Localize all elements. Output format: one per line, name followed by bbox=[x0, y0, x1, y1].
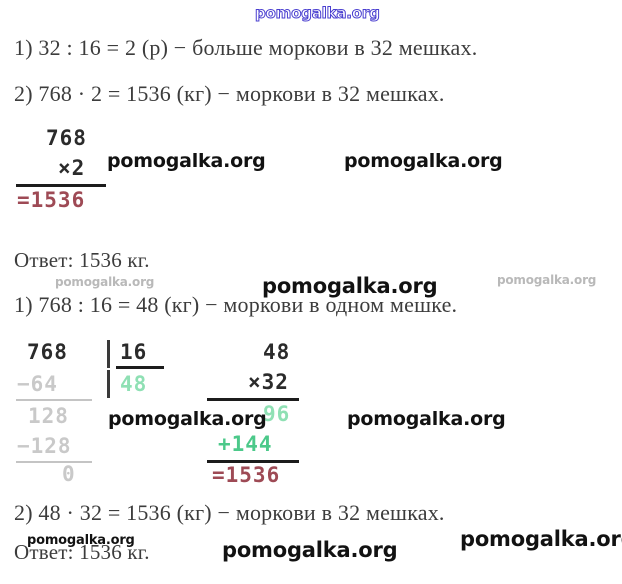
mult-b-rule-2 bbox=[207, 460, 299, 463]
solution-a-step1: 1) 32 : 16 = 2 (р) − больше моркови в 32… bbox=[14, 35, 478, 60]
mult-b-operand2: ×32 bbox=[248, 370, 289, 394]
div-divisor: 16 bbox=[120, 340, 148, 364]
div-dividend: 768 bbox=[27, 340, 68, 364]
mult-a-rule bbox=[16, 184, 106, 187]
watermark-11: pomogalka.org bbox=[460, 527, 622, 551]
watermark-3: pomogalka.org bbox=[344, 150, 503, 172]
div-sub1: −64 bbox=[17, 372, 58, 396]
solution-b-answer: Ответ: 1536 кг. bbox=[14, 540, 150, 564]
solution-a-answer: Ответ: 1536 кг. bbox=[14, 248, 150, 272]
watermark-7: pomogalka.org bbox=[108, 408, 267, 430]
watermark-4: pomogalka.org bbox=[55, 275, 155, 289]
watermark-5: pomogalka.org bbox=[262, 274, 438, 298]
div-divisor-rule bbox=[116, 366, 164, 369]
watermark-2: pomogalka.org bbox=[107, 150, 266, 172]
div-vertical-bar-top bbox=[107, 340, 110, 368]
mult-b-partial2: +144 bbox=[218, 432, 273, 456]
div-remainder: 0 bbox=[62, 462, 76, 486]
mult-b-partial1: 96 bbox=[263, 402, 291, 426]
watermark-10: pomogalka.org bbox=[222, 538, 398, 562]
div-vertical-bar-bottom bbox=[107, 370, 110, 398]
watermark-8: pomogalka.org bbox=[347, 408, 506, 430]
watermark-9: pomogalka.org bbox=[27, 533, 135, 548]
mult-a-operand1: 768 bbox=[46, 126, 87, 150]
div-rule-1 bbox=[16, 399, 92, 401]
watermark-6: pomogalka.org bbox=[497, 273, 597, 287]
watermark-1: pomogalka.org bbox=[255, 4, 381, 23]
mult-b-operand1: 48 bbox=[263, 340, 291, 364]
mult-a-result: =1536 bbox=[17, 188, 86, 212]
mult-b-rule-1 bbox=[207, 398, 299, 401]
div-sub2: −128 bbox=[17, 434, 72, 458]
mult-b-result: =1536 bbox=[212, 463, 281, 487]
solution-a-step2: 2) 768 · 2 = 1536 (кг) − моркови в 32 ме… bbox=[14, 81, 445, 106]
div-rule-2 bbox=[16, 461, 92, 463]
div-bring1: 128 bbox=[28, 404, 69, 428]
solution-b-step1: 1) 768 : 16 = 48 (кг) − моркови в одном … bbox=[14, 292, 458, 317]
mult-a-operand2: ×2 bbox=[58, 156, 86, 180]
div-quotient: 48 bbox=[120, 372, 148, 396]
solution-b-step2: 2) 48 · 32 = 1536 (кг) − моркови в 32 ме… bbox=[14, 500, 445, 525]
